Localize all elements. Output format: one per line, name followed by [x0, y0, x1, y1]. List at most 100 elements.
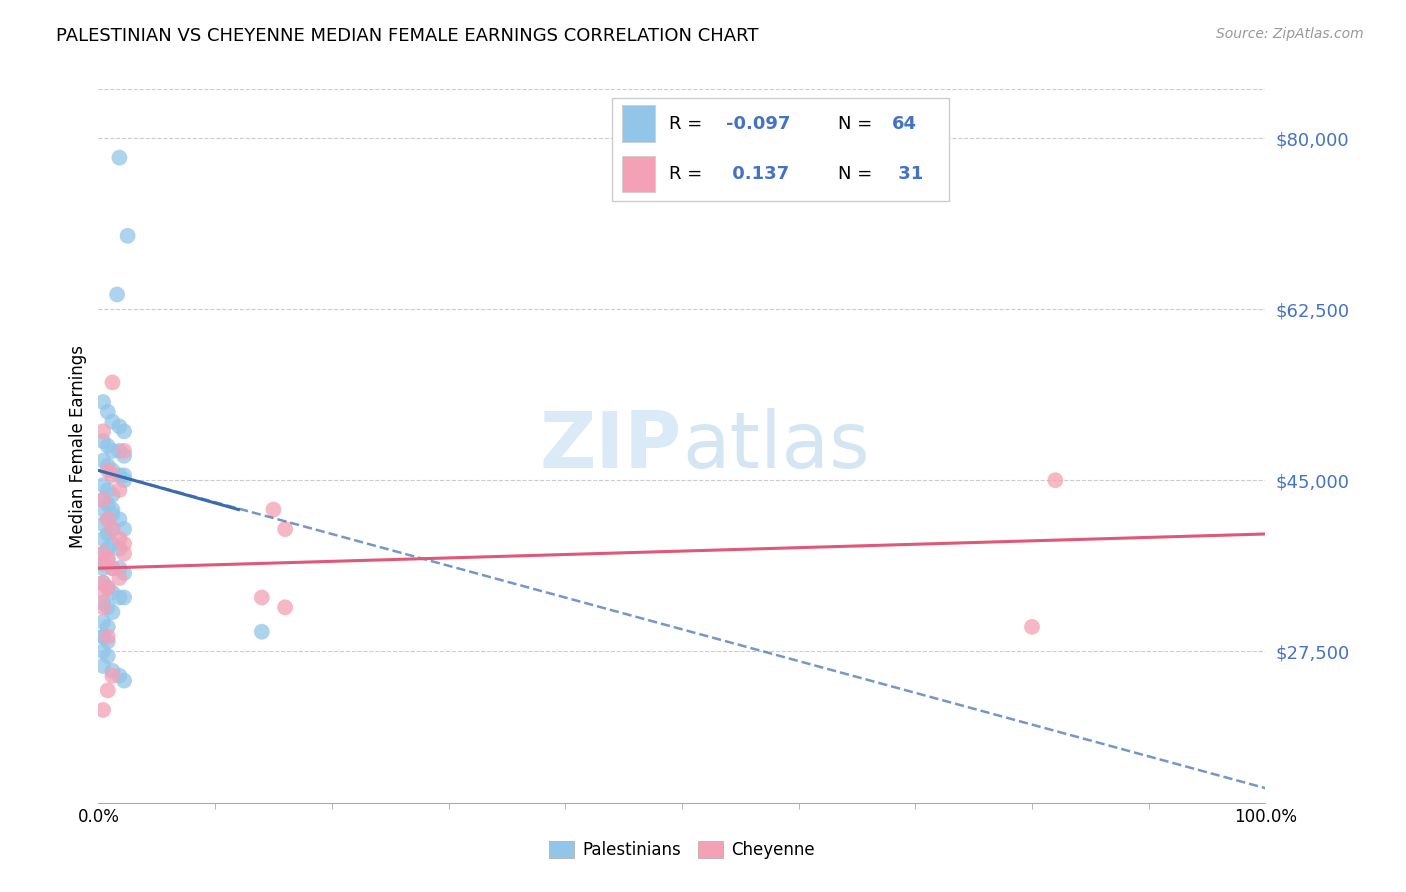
Point	[91, 557, 114, 571]
Text: R =: R =	[669, 165, 702, 183]
FancyBboxPatch shape	[621, 155, 655, 193]
Point	[108, 483, 131, 497]
Point	[97, 458, 120, 473]
Point	[262, 502, 284, 516]
Point	[91, 575, 114, 590]
Point	[101, 463, 124, 477]
Point	[101, 522, 124, 536]
Point	[112, 425, 135, 439]
Text: 64: 64	[891, 115, 917, 133]
Point	[91, 434, 114, 449]
Text: 31: 31	[891, 165, 922, 183]
Text: 0.137: 0.137	[727, 165, 789, 183]
Point	[108, 571, 131, 585]
Point	[97, 541, 120, 556]
Point	[97, 634, 120, 648]
Point	[117, 228, 139, 243]
Point	[91, 630, 114, 644]
Point	[105, 287, 128, 301]
Point	[112, 473, 135, 487]
Point	[101, 664, 124, 678]
Point	[91, 644, 114, 658]
Point	[97, 581, 120, 595]
Point	[91, 595, 114, 609]
Text: PALESTINIAN VS CHEYENNE MEDIAN FEMALE EARNINGS CORRELATION CHART: PALESTINIAN VS CHEYENNE MEDIAN FEMALE EA…	[56, 27, 759, 45]
Text: Source: ZipAtlas.com: Source: ZipAtlas.com	[1216, 27, 1364, 41]
Point	[101, 502, 124, 516]
Point	[97, 600, 120, 615]
Point	[112, 566, 135, 580]
Point	[97, 512, 120, 526]
Point	[97, 630, 120, 644]
Point	[112, 468, 135, 483]
Point	[250, 624, 273, 639]
Text: N =: N =	[838, 165, 872, 183]
Point	[91, 561, 114, 575]
FancyBboxPatch shape	[612, 98, 949, 201]
FancyBboxPatch shape	[621, 105, 655, 142]
Point	[112, 591, 135, 605]
Point	[91, 478, 114, 492]
Point	[274, 600, 297, 615]
Point	[108, 541, 131, 556]
Point	[108, 532, 131, 546]
Point	[91, 659, 114, 673]
Text: N =: N =	[838, 115, 872, 133]
Point	[91, 575, 114, 590]
Point	[108, 419, 131, 434]
Point	[101, 488, 124, 502]
Point	[108, 512, 131, 526]
Point	[112, 522, 135, 536]
Point	[112, 547, 135, 561]
Point	[101, 522, 124, 536]
Point	[91, 492, 114, 507]
Point	[112, 449, 135, 463]
Point	[274, 522, 297, 536]
Point	[97, 439, 120, 453]
Point	[91, 615, 114, 629]
Point	[91, 492, 114, 507]
Point	[108, 561, 131, 575]
Point	[1021, 620, 1043, 634]
Point	[101, 561, 124, 575]
Point	[91, 630, 114, 644]
Point	[101, 585, 124, 599]
Point	[97, 463, 120, 477]
Point	[97, 527, 120, 541]
Point	[101, 468, 124, 483]
Point	[1045, 473, 1067, 487]
Text: ZIP: ZIP	[540, 408, 682, 484]
Point	[108, 591, 131, 605]
Point	[101, 561, 124, 575]
Point	[97, 683, 120, 698]
Point	[250, 591, 273, 605]
Y-axis label: Median Female Earnings: Median Female Earnings	[69, 344, 87, 548]
Point	[101, 669, 124, 683]
Point	[91, 547, 114, 561]
Legend: Palestinians, Cheyenne: Palestinians, Cheyenne	[543, 834, 821, 866]
Point	[91, 395, 114, 409]
Point	[101, 508, 124, 522]
Point	[97, 551, 120, 566]
Point	[97, 581, 120, 595]
Point	[91, 703, 114, 717]
Point	[91, 600, 114, 615]
Point	[108, 151, 131, 165]
Point	[108, 443, 131, 458]
Point	[101, 537, 124, 551]
Point	[97, 512, 120, 526]
Point	[97, 649, 120, 664]
Point	[91, 557, 114, 571]
Point	[97, 498, 120, 512]
Point	[91, 585, 114, 599]
Point	[101, 443, 124, 458]
Point	[97, 483, 120, 497]
Point	[91, 453, 114, 467]
Text: -0.097: -0.097	[727, 115, 790, 133]
Point	[91, 547, 114, 561]
Point	[97, 405, 120, 419]
Point	[112, 537, 135, 551]
Point	[91, 425, 114, 439]
Point	[101, 605, 124, 619]
Point	[108, 468, 131, 483]
